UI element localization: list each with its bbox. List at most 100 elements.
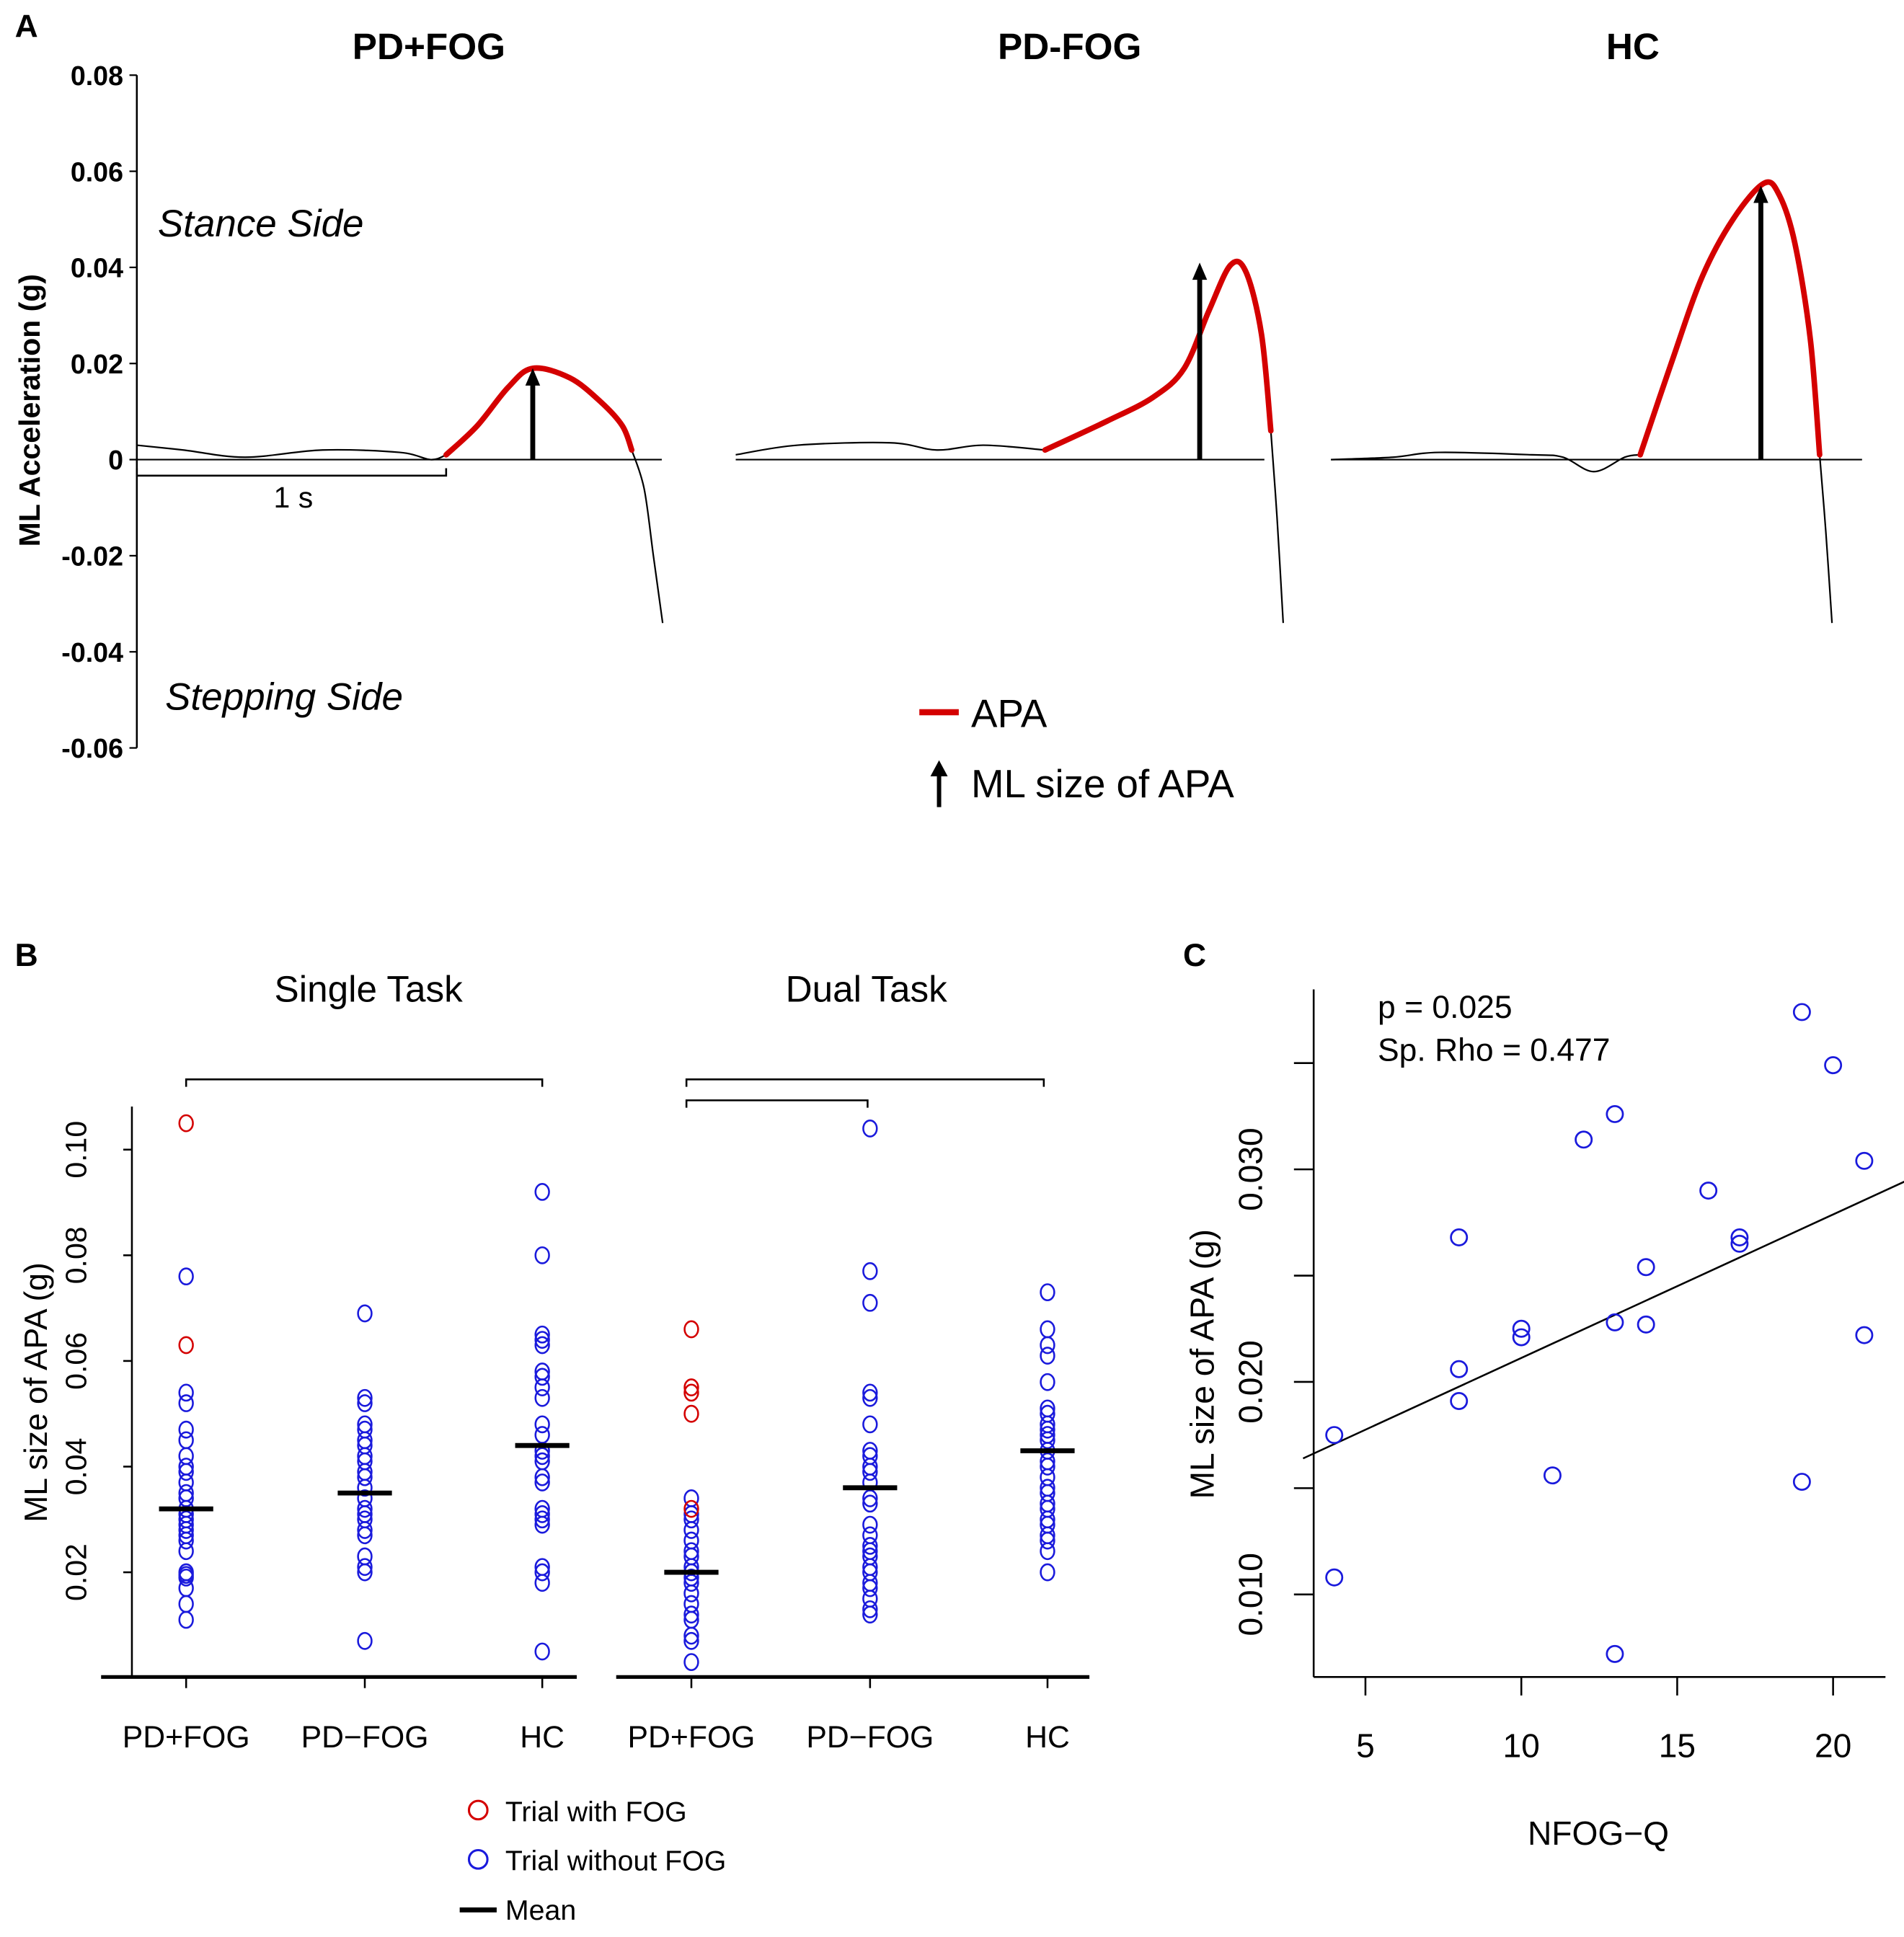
panel-a-title-pdfog: PD+FOG bbox=[353, 26, 505, 67]
trial-without-fog-point bbox=[1040, 1347, 1055, 1365]
trial-without-fog-point bbox=[1040, 1420, 1055, 1439]
panel-b-y-tick-label: 0.06 bbox=[60, 1332, 93, 1390]
trial-without-fog-point bbox=[178, 1463, 194, 1481]
trial-without-fog-point bbox=[534, 1331, 550, 1349]
panel-b-x-tick-label: PD+FOG bbox=[628, 1720, 756, 1755]
trial-without-fog-point bbox=[178, 1431, 194, 1450]
scale-bar-label: 1 s bbox=[274, 481, 314, 514]
panel-c-x-tick-label: 20 bbox=[1815, 1727, 1851, 1764]
trial-without-fog-point bbox=[1040, 1542, 1055, 1561]
panel-a-title-hc: HC bbox=[1606, 26, 1660, 67]
trial-without-fog-point bbox=[683, 1605, 699, 1624]
significance-bracket-single bbox=[185, 1078, 544, 1087]
trial-without-fog-point bbox=[683, 1574, 699, 1592]
panel-b: B Single Task Dual Task ML size of APA (… bbox=[15, 938, 1090, 1926]
trial-with-fog-point bbox=[683, 1499, 699, 1518]
trial-without-fog-point bbox=[862, 1579, 878, 1597]
trial-without-fog-point bbox=[534, 1468, 550, 1486]
panel-a-y-tick-label: 0.04 bbox=[71, 253, 123, 283]
trial-without-fog-point bbox=[357, 1499, 373, 1518]
trial-without-fog-point bbox=[1040, 1458, 1055, 1476]
trial-without-fog-point bbox=[862, 1494, 878, 1513]
trial-without-fog-point bbox=[178, 1521, 194, 1539]
trial-without-fog-point bbox=[534, 1515, 550, 1534]
acceleration-trace-post bbox=[631, 449, 664, 624]
panel-b-y-tick-label: 0.10 bbox=[60, 1121, 93, 1179]
panel-a-title-pd-nofog: PD-FOG bbox=[998, 26, 1141, 67]
legend-arrow-icon bbox=[930, 760, 948, 807]
trial-with-fog-point bbox=[683, 1320, 699, 1339]
trial-without-fog-point bbox=[178, 1531, 194, 1550]
trial-without-fog-point bbox=[178, 1595, 194, 1613]
data-point bbox=[1855, 1151, 1874, 1170]
panel-b-x-tick-label: PD+FOG bbox=[123, 1720, 250, 1755]
trial-without-fog-point bbox=[862, 1388, 878, 1407]
data-point bbox=[1606, 1104, 1624, 1123]
trial-without-fog-point bbox=[862, 1120, 878, 1138]
data-point bbox=[1325, 1426, 1344, 1445]
panel-a-y-tick-label: 0.08 bbox=[71, 61, 123, 91]
trial-without-fog-point bbox=[357, 1526, 373, 1545]
legend-fog-label: Trial with FOG bbox=[505, 1796, 687, 1827]
trial-without-fog-point bbox=[534, 1447, 550, 1466]
trial-without-fog-point bbox=[357, 1479, 373, 1497]
trial-without-fog-point bbox=[357, 1631, 373, 1650]
trial-without-fog-point bbox=[357, 1563, 373, 1582]
trial-without-fog-point bbox=[357, 1388, 373, 1407]
acceleration-trace-post bbox=[1818, 454, 1833, 624]
trial-without-fog-point bbox=[862, 1262, 878, 1280]
panel-a-y-tick-label: 0.02 bbox=[71, 349, 123, 379]
data-point bbox=[1450, 1360, 1469, 1378]
panel-c-y-tick-label: 0.020 bbox=[1231, 1340, 1269, 1423]
trial-without-fog-point bbox=[862, 1600, 878, 1618]
panel-c: C p = 0.025 Sp. Rho = 0.477 ML size of A… bbox=[1183, 938, 1904, 1852]
data-point bbox=[1543, 1466, 1562, 1485]
panel-a-y-tick-label: -0.02 bbox=[61, 541, 123, 572]
legend-apa-label: APA bbox=[971, 691, 1048, 735]
panel-c-ylabel: ML size of APA (g) bbox=[1184, 1229, 1221, 1499]
trial-without-fog-point bbox=[683, 1631, 699, 1650]
panel-a-y-tick-label: 0 bbox=[108, 445, 123, 475]
trial-without-fog-point bbox=[862, 1383, 878, 1402]
acceleration-trace-pre bbox=[136, 444, 447, 461]
panel-c-x-tick-label: 15 bbox=[1659, 1727, 1696, 1764]
data-point bbox=[1824, 1056, 1843, 1075]
apa-size-arrowhead bbox=[1753, 185, 1768, 203]
data-point bbox=[1325, 1568, 1344, 1587]
data-point bbox=[1512, 1319, 1531, 1338]
stat-rho: Sp. Rho = 0.477 bbox=[1378, 1033, 1610, 1068]
data-point bbox=[1699, 1182, 1718, 1200]
trial-without-fog-point bbox=[534, 1563, 550, 1582]
legend-nofog-marker bbox=[467, 1848, 489, 1870]
data-point bbox=[1730, 1228, 1749, 1246]
panel-c-y-tick-label: 0.010 bbox=[1231, 1553, 1269, 1636]
apa-size-arrowhead bbox=[1192, 262, 1208, 280]
trial-without-fog-point bbox=[1040, 1431, 1055, 1450]
acceleration-trace-post bbox=[1270, 430, 1285, 624]
trial-without-fog-point bbox=[178, 1542, 194, 1561]
panel-b-ylabel: ML size of APA (g) bbox=[19, 1262, 54, 1522]
acceleration-trace-pre bbox=[1331, 451, 1641, 473]
trial-without-fog-point bbox=[178, 1568, 194, 1587]
panel-b-y-tick-label: 0.04 bbox=[60, 1438, 93, 1496]
data-point bbox=[1575, 1130, 1593, 1149]
data-point bbox=[1730, 1234, 1749, 1253]
trial-without-fog-point bbox=[357, 1558, 373, 1577]
panel-a-y-tick-label: -0.04 bbox=[61, 637, 123, 668]
panel-b-x-tick-label: PD−FOG bbox=[301, 1720, 429, 1755]
trial-without-fog-point bbox=[683, 1521, 699, 1539]
trial-without-fog-point bbox=[862, 1537, 878, 1555]
panel-label-a: A bbox=[15, 9, 38, 44]
trial-without-fog-point bbox=[1040, 1373, 1055, 1391]
trial-without-fog-point bbox=[1040, 1336, 1055, 1355]
trial-without-fog-point bbox=[534, 1642, 550, 1661]
apa-trace bbox=[1042, 258, 1274, 453]
trial-without-fog-point bbox=[534, 1426, 550, 1444]
panel-b-y-tick-label: 0.08 bbox=[60, 1226, 93, 1284]
panel-c-y-tick-label: 0.030 bbox=[1231, 1127, 1269, 1210]
trial-without-fog-point bbox=[534, 1510, 550, 1529]
trial-without-fog-point bbox=[534, 1246, 550, 1264]
apa-trace bbox=[1637, 179, 1823, 458]
panel-b-y-tick-label: 0.02 bbox=[60, 1543, 93, 1601]
data-point bbox=[1450, 1228, 1469, 1246]
